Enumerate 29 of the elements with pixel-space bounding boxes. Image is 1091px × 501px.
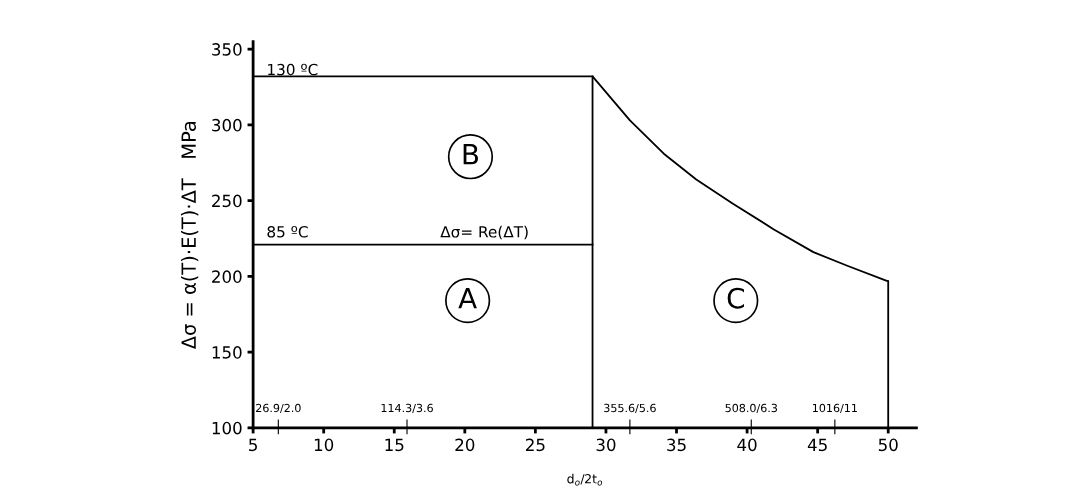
annotation: 130 ºC [268,63,318,76]
annotation: 114.3/3.6 [381,403,433,414]
y-axis-title: Δσ = α(T)·E(T)·ΔT MPa [180,121,199,350]
y-tick-label: 300 [212,118,242,132]
x-tick-label: 20 [455,438,475,452]
annotation: 355.6/5.6 [604,403,656,414]
y-tick-label: 200 [212,270,242,283]
x-tick-label: 40 [737,438,757,452]
x-tick-label: 30 [596,438,616,452]
x-tick-label: 5 [249,438,257,452]
y-tick-label: 150 [212,346,242,359]
annotation: C [727,287,744,309]
annotation: 508.0/6.3 [725,403,777,414]
annotation: 26.9/2.0 [256,403,301,414]
y-tick-label: 350 [212,43,242,56]
annotation: 85 ºC [267,226,308,238]
x-tick-label: 10 [314,438,334,452]
x-axis-title: d$_{o}$/2t$_{o}$ [567,473,603,486]
x-tick-label: 15 [385,438,404,452]
y-tick-label: 250 [212,194,242,208]
annotation: B [463,144,479,165]
x-tick-label: 45 [807,438,827,452]
annotation: Δσ= Re(ΔT) [440,225,528,240]
annotation: A [458,288,477,309]
y-tick-label: 100 [212,421,242,435]
annotation: 1016/11 [812,403,857,414]
x-tick-label: 50 [878,438,898,452]
x-tick-label: 35 [667,438,686,452]
x-tick-label: 25 [526,438,545,452]
